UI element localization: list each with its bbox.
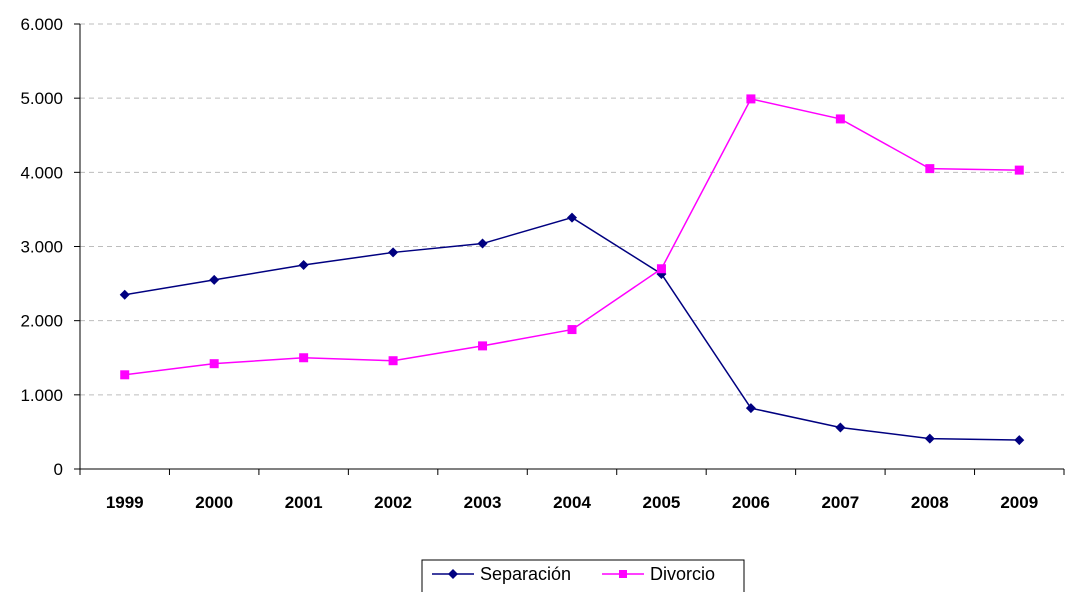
- y-tick-label: 1.000: [20, 386, 63, 405]
- data-point-separacion: [924, 433, 935, 444]
- data-point-separacion: [745, 403, 756, 414]
- grid-lines: [80, 23, 1064, 396]
- data-point-divorcio: [835, 114, 845, 124]
- x-tick-label: 2002: [374, 493, 412, 512]
- x-axis-ticks: 1999 2000 2001 2002 2003 2004 2005 2006 2007 2008…: [79, 469, 1065, 512]
- series-group: [119, 94, 1025, 446]
- x-tick-label: 1999: [106, 493, 144, 512]
- x-tick-label: 2003: [464, 493, 502, 512]
- data-point-divorcio: [120, 370, 130, 380]
- legend-box: [421, 559, 745, 592]
- legend-label-separacion: Separación: [480, 564, 571, 584]
- data-point-separacion: [298, 260, 309, 271]
- y-axis-ticks: 0 1.000 2.000 3.000 4.000 5.000 6.000: [20, 15, 80, 479]
- legend-label-divorcio: Divorcio: [650, 564, 715, 584]
- legend: Separación Divorcio: [421, 559, 745, 592]
- y-tick-label: 0: [54, 460, 63, 479]
- data-point-separacion: [567, 212, 577, 223]
- data-point-divorcio: [746, 94, 756, 104]
- x-tick-label: 2006: [732, 493, 770, 512]
- data-point-divorcio: [478, 341, 488, 351]
- legend-marker-divorcio: [619, 570, 627, 578]
- x-tick-label: 2007: [821, 493, 859, 512]
- y-tick-label: 4.000: [20, 163, 63, 182]
- x-tick-label: 2005: [643, 493, 681, 512]
- data-point-separacion: [1014, 435, 1025, 446]
- data-point-divorcio: [925, 164, 935, 174]
- x-tick-label: 2001: [285, 493, 323, 512]
- data-point-separacion: [477, 238, 488, 249]
- data-point-separacion: [119, 289, 130, 300]
- y-tick-label: 3.000: [20, 238, 63, 257]
- data-point-divorcio: [209, 359, 219, 369]
- x-tick-label: 2009: [1000, 493, 1038, 512]
- y-tick-label: 6.000: [20, 15, 63, 34]
- x-tick-label: 2004: [553, 493, 591, 512]
- data-point-divorcio: [388, 356, 398, 366]
- x-tick-label: 2008: [911, 493, 949, 512]
- data-point-divorcio: [567, 325, 577, 335]
- data-point-separacion: [209, 274, 220, 285]
- data-point-divorcio: [299, 353, 309, 363]
- y-tick-label: 5.000: [20, 89, 63, 108]
- data-point-divorcio: [1014, 165, 1024, 175]
- legend-marker-separacion: [448, 569, 458, 579]
- data-point-divorcio: [656, 264, 666, 274]
- data-point-separacion: [835, 422, 846, 433]
- x-tick-label: 2000: [195, 493, 233, 512]
- data-point-separacion: [388, 247, 399, 258]
- y-tick-label: 2.000: [20, 312, 63, 331]
